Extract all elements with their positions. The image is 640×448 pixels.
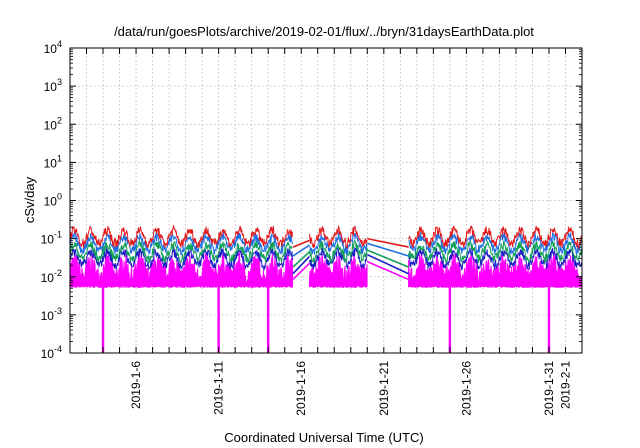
series-line <box>69 251 294 288</box>
series-line <box>309 232 368 255</box>
series-line <box>69 239 293 264</box>
series-layer <box>69 224 583 353</box>
y-tick-label: 103 <box>44 77 62 94</box>
gap-connector <box>292 244 310 257</box>
series-line <box>408 239 583 264</box>
series-trace <box>69 245 583 275</box>
gap-connector <box>366 249 409 268</box>
x-tick-label: 2019-2-1 <box>558 361 572 409</box>
x-axis-label: Coordinated Universal Time (UTC) <box>224 430 423 445</box>
x-tick-label: 2019-1-26 <box>459 361 473 416</box>
gap-connector <box>292 239 310 248</box>
gap-connector <box>292 251 311 268</box>
gap-connector <box>367 237 409 248</box>
gap-connector <box>367 242 409 257</box>
series-line <box>408 231 583 256</box>
y-axis-label: cSv/day <box>22 176 37 223</box>
series-line <box>309 225 368 249</box>
y-tick-label: 10-1 <box>41 230 62 247</box>
y-tick-label: 10-4 <box>41 344 62 361</box>
series-line <box>308 254 368 289</box>
y-axis: 10-4 10-3 10-2 10-1 100 101 102 103 104 <box>41 39 582 361</box>
x-tick-label: 2019-1-6 <box>129 361 143 409</box>
gap-connector <box>292 255 311 275</box>
y-tick-label: 104 <box>44 39 62 56</box>
x-tick-label: 2019-1-11 <box>212 361 226 415</box>
series-line <box>69 224 293 249</box>
gap-connector <box>366 253 409 275</box>
gap-connector <box>292 262 311 281</box>
y-tick-label: 100 <box>44 192 62 209</box>
y-tick-label: 10-2 <box>41 268 62 285</box>
y-tick-label: 10-3 <box>41 306 62 323</box>
chart-title: /data/run/goesPlots/archive/2019-02-01/f… <box>114 24 534 39</box>
series-line <box>309 245 368 270</box>
y-tick-label: 102 <box>44 115 62 132</box>
gap-connector <box>366 260 409 281</box>
series-line <box>69 246 293 271</box>
x-tick-label: 2019-1-31 <box>542 361 556 416</box>
series-trace <box>69 239 583 268</box>
series-trace <box>69 224 583 250</box>
x-axis: 2019-1-6 2019-1-11 2019-1-16 2019-1-21 2019-… <box>69 48 583 416</box>
series-line <box>408 246 583 271</box>
x-tick-label: 2019-1-16 <box>294 361 308 416</box>
x-tick-label: 2019-1-21 <box>377 361 391 416</box>
grid <box>70 48 582 353</box>
series-line <box>408 225 583 250</box>
series-line <box>309 239 368 264</box>
series-line <box>408 253 583 288</box>
y-tick-label: 101 <box>44 153 62 170</box>
series-trace <box>69 251 583 353</box>
